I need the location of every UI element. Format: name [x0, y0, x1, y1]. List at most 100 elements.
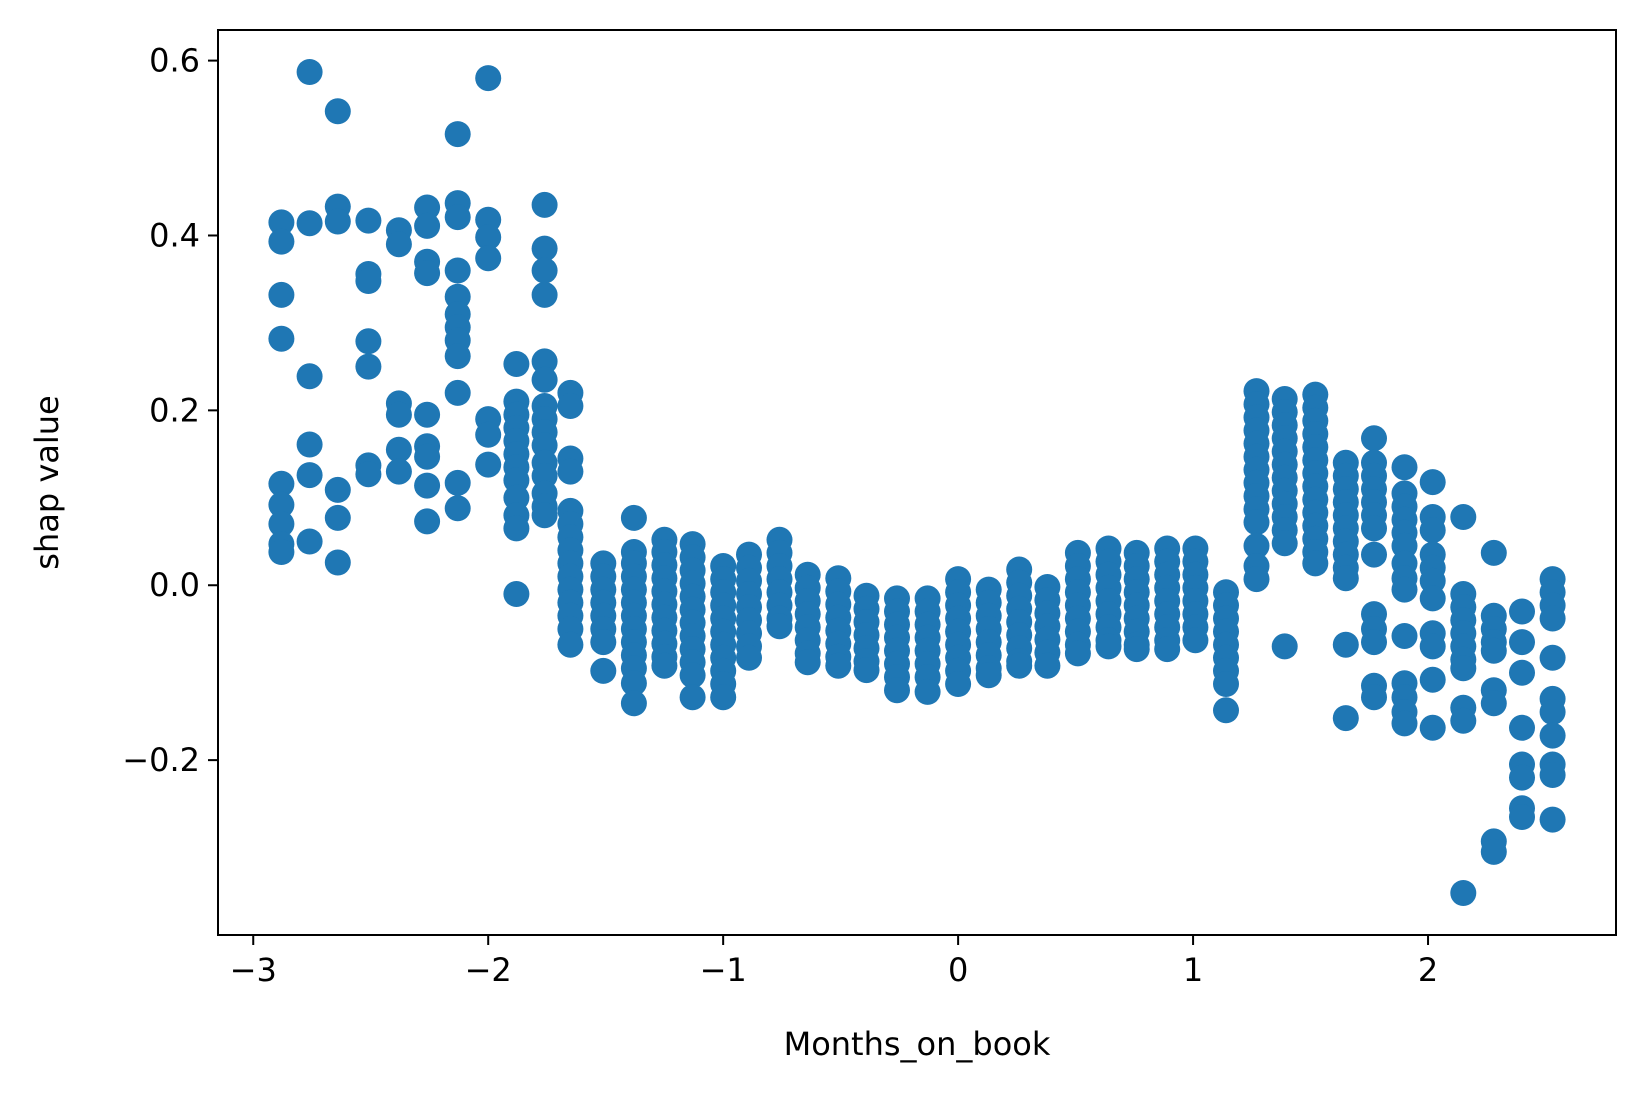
data-point [1095, 633, 1122, 660]
data-point [1034, 652, 1061, 679]
data-point [296, 462, 323, 489]
y-tick-label: 0.4 [149, 216, 200, 254]
data-point [1450, 707, 1477, 734]
data-point [557, 631, 584, 658]
x-tick-label: 0 [948, 951, 968, 989]
data-point [268, 470, 295, 497]
data-point [268, 539, 295, 565]
data-point [1243, 532, 1270, 559]
data-point [1480, 637, 1507, 664]
x-tick-label: 1 [1183, 951, 1203, 989]
data-point [385, 458, 412, 485]
data-point [825, 652, 852, 679]
data-point [1419, 585, 1446, 612]
data-point [1006, 652, 1033, 679]
data-point [1213, 671, 1239, 697]
data-point [475, 65, 502, 92]
data-point [414, 401, 441, 428]
data-point [296, 431, 323, 458]
data-point [1509, 804, 1535, 830]
data-point [590, 657, 617, 684]
data-point [296, 210, 323, 237]
data-point [1419, 517, 1446, 544]
data-point [531, 281, 558, 308]
data-point [324, 504, 351, 531]
x-tick-label: −2 [465, 951, 512, 989]
data-point [1361, 425, 1387, 452]
data-point [1480, 690, 1507, 717]
data-point [444, 121, 471, 148]
data-point [1539, 644, 1566, 671]
data-point [1419, 666, 1446, 693]
data-point [531, 191, 558, 218]
data-point [444, 257, 471, 284]
data-point [414, 260, 441, 287]
data-point [1154, 636, 1181, 663]
data-point [1213, 697, 1239, 724]
data-point [414, 443, 441, 470]
data-point [268, 325, 295, 352]
data-point [794, 649, 821, 676]
data-point [884, 677, 910, 704]
data-point [1539, 699, 1566, 725]
data-point [1391, 623, 1418, 649]
data-point [1419, 633, 1446, 660]
data-point [296, 528, 323, 555]
data-point [268, 511, 295, 537]
data-point [1391, 454, 1418, 481]
data-point [414, 212, 441, 239]
data-point [853, 657, 880, 684]
data-point [355, 461, 382, 488]
data-point [414, 472, 441, 499]
data-point [444, 495, 471, 522]
data-point [1480, 539, 1507, 566]
data-point [1419, 469, 1446, 496]
data-point [531, 366, 558, 393]
y-axis-ticks: −0.2 0.0 0.2 0.4 0.6 [122, 42, 218, 779]
data-point [531, 257, 558, 284]
x-tick-label: 2 [1418, 951, 1438, 989]
data-point [268, 209, 295, 236]
data-point [1391, 710, 1418, 737]
data-point [414, 194, 441, 221]
data-point [444, 343, 471, 370]
data-point [1539, 806, 1566, 833]
data-point [1064, 640, 1091, 667]
data-point [324, 549, 351, 576]
data-point [1332, 705, 1359, 732]
data-points [268, 59, 1566, 906]
data-point [1450, 655, 1477, 682]
data-point [1391, 576, 1418, 603]
data-point [385, 436, 412, 463]
data-point [679, 684, 706, 711]
data-point [557, 393, 584, 419]
data-point [710, 684, 737, 711]
data-point [444, 469, 471, 496]
data-point [620, 670, 647, 697]
data-point [1271, 633, 1298, 660]
data-point [975, 662, 1002, 689]
data-point [945, 671, 972, 697]
data-point [1361, 515, 1387, 542]
data-point [324, 476, 351, 503]
data-point [385, 231, 412, 258]
data-point [296, 59, 323, 85]
data-point [531, 502, 558, 529]
data-point [1361, 541, 1387, 568]
data-point [1509, 714, 1535, 741]
data-point [503, 581, 530, 607]
y-tick-label: −0.2 [122, 741, 200, 779]
x-tick-label: −3 [230, 951, 277, 989]
x-tick-label: −1 [700, 951, 747, 989]
data-point [1450, 504, 1477, 530]
y-axis-label: shap value [28, 395, 66, 569]
data-point [1539, 722, 1566, 749]
data-point [1509, 629, 1535, 656]
y-tick-label: 0.2 [149, 391, 200, 429]
x-axis-label: Months_on_book [784, 1025, 1051, 1063]
data-point [324, 208, 351, 235]
data-point [679, 662, 706, 689]
data-point [1539, 762, 1566, 788]
data-point [268, 491, 295, 518]
data-point [475, 224, 502, 251]
